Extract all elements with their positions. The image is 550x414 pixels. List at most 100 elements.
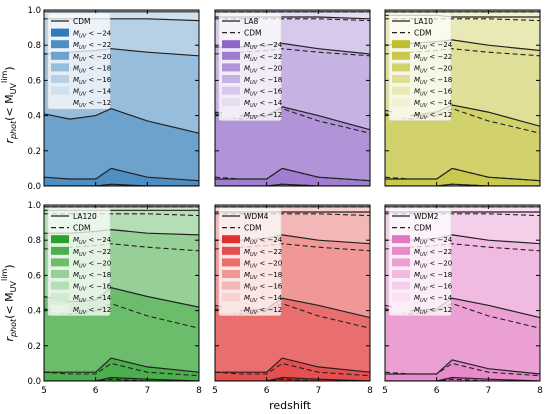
x-tick-label: 5 [212,386,218,396]
band-2 [385,298,540,374]
panel-la120: 0.0 0.2 0.4 0.6 0.8 1.0 5 6 7 8 LA120 CDM MUV < −24 M… [27,201,202,396]
legend-swatch [51,98,69,107]
legend-swatch [51,246,69,255]
legend-label: MUV < −12 [244,111,282,121]
x-tick-label: 7 [144,386,150,396]
ylabel-main: r [3,138,16,144]
band-1 [385,359,540,381]
legend-swatch [392,293,410,302]
legend-swatch [51,293,69,302]
band-1 [215,358,370,381]
x-tick-label: 7 [315,386,321,396]
y-tick-label: 1.0 [27,6,41,16]
legend-swatch [392,258,410,267]
axes-frame [214,9,371,187]
legend-swatch [392,270,410,278]
legend-label: MUV < −20 [244,64,282,74]
y-tick-label: 0.0 [27,377,41,387]
legend-label: MUV < −12 [414,306,452,316]
y-tick-label: 0.4 [27,307,41,317]
legend-label: MUV < −22 [244,53,282,63]
ylabel-sub: phot [9,120,18,140]
legend-label: MUV < −24 [73,236,112,246]
legend-label: MUV < −20 [414,64,452,74]
legend-label: CDM [244,224,261,233]
legend-swatch [51,86,69,95]
legend-label: MUV < −14 [73,294,112,304]
legend-swatch [222,63,240,72]
legend-swatch [222,51,240,60]
ylabel-close: ) [3,264,16,268]
legend-label: MUV < −14 [414,99,453,109]
x-tick-label: 5 [41,386,47,396]
x-tick-label: 6 [93,386,99,396]
legend-swatch [51,28,69,37]
legend-label: MUV < −20 [73,53,111,63]
ylabel-main: r [3,336,16,342]
y-axis-label-top: rphot(< MUVlim) [0,66,18,143]
band-1 [385,168,540,186]
legend-swatch [392,281,410,290]
reference-line-1 [215,362,370,377]
legend-label: MUV < −16 [244,88,283,98]
series-line-1 [44,357,199,373]
legend-label: MUV < −20 [414,259,452,269]
legend-swatch [222,270,240,278]
band-2 [44,108,199,181]
legend-label: MUV < −22 [414,53,452,63]
legend-swatch [392,40,410,49]
x-tick-label: 6 [434,386,440,396]
series-line-1 [44,167,199,182]
reference-line-0 [385,183,540,186]
legend-label: MUV < −22 [414,248,452,258]
ylabel-close: ) [3,66,16,70]
legend-swatch [222,304,240,313]
legend-label: LA8 [244,17,258,26]
legend-label: MUV < −18 [244,76,282,86]
legend-label: MUV < −20 [73,259,111,269]
band-1 [215,168,370,186]
legend-label: MUV < −16 [244,283,283,293]
legend-label: MUV < −18 [244,271,282,281]
legend-label: WDM4 [244,212,269,221]
y-tick-label: 0.8 [27,41,41,51]
svg-text:rphot(< MUVlim): rphot(< MUVlim) [0,264,18,341]
legend-swatch [222,235,240,244]
legend-label: CDM [414,29,431,38]
svg-text:rphot(< MUVlim): rphot(< MUVlim) [0,66,18,143]
legend-swatch [51,281,69,290]
legend-swatch [222,293,240,302]
legend-label: MUV < −12 [414,111,452,121]
series-line-0 [44,376,199,381]
legend-label: MUV < −24 [244,41,283,51]
series-line-0 [215,376,370,381]
legend-swatch [51,270,69,278]
x-tick-label: 8 [196,386,202,396]
legend-swatch [51,304,69,313]
reference-line-1 [385,167,540,182]
band-1 [44,168,199,186]
legend-label: MUV < −18 [414,76,452,86]
axes-frame [384,9,541,187]
y-tick-label: 0.6 [27,76,41,86]
ylabel-msub: UV [9,280,18,292]
legend-swatch [392,86,410,95]
legend-label: MUV < −14 [414,294,453,304]
legend-label: CDM [73,224,90,233]
axes-frame [43,9,200,187]
legend-label: MUV < −14 [73,88,112,98]
legend-label: MUV < −12 [244,306,282,316]
x-tick-label: 8 [367,386,373,396]
y-tick-label: 0.2 [27,147,41,157]
legend-swatch [222,281,240,290]
legend-label: LA10 [414,17,433,26]
series-line-0 [385,376,540,381]
